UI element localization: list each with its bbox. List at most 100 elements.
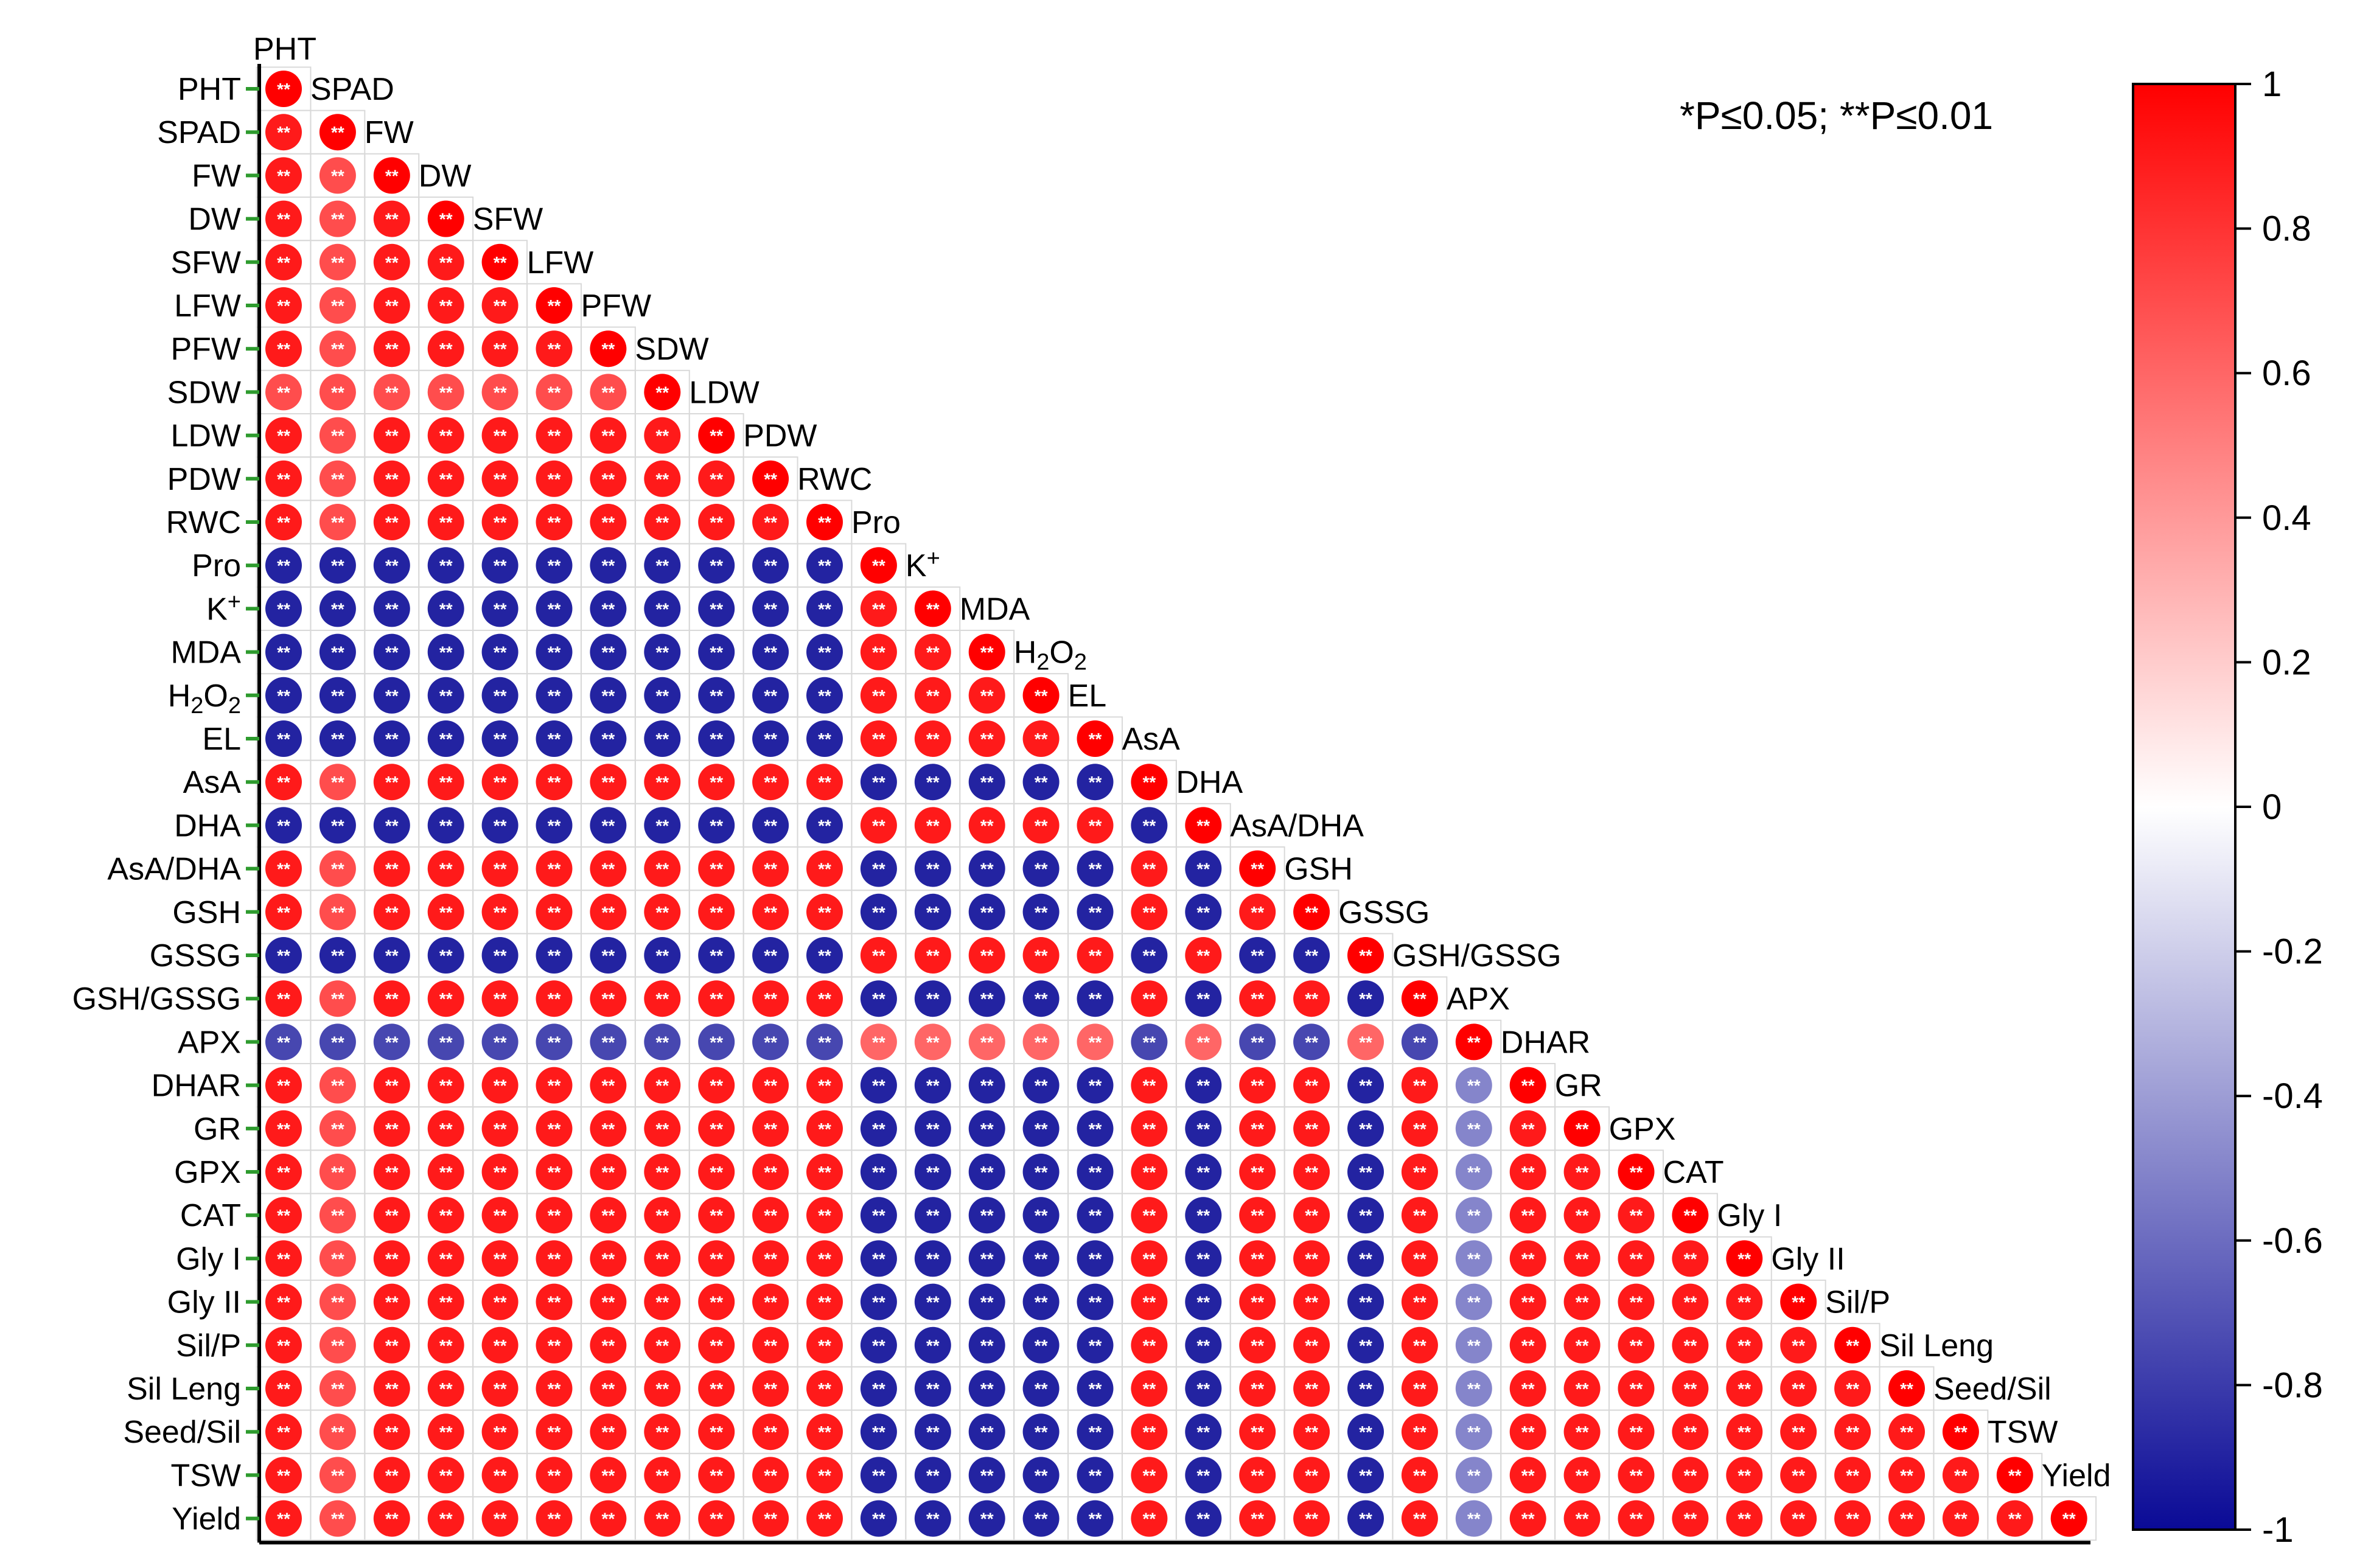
significance-mark: ** [1792,1423,1805,1441]
corr-cell-GSH/GSSG-AsA/DHA: ** [1239,980,1276,1017]
corr-cell-Yield-FW: ** [373,1500,410,1537]
significance-mark: ** [331,123,344,142]
row-label-TSW: TSW [170,1458,241,1493]
corr-circle [860,937,897,974]
corr-circle [536,980,573,1017]
significance-mark: ** [331,1423,344,1441]
corr-cell-GR-EL: ** [1077,1110,1114,1147]
significance-mark: ** [1576,1510,1589,1528]
corr-circle [1726,1326,1763,1364]
significance-mark: ** [1467,1379,1481,1398]
significance-mark: ** [494,427,507,445]
corr-circle [644,374,681,411]
significance-mark: ** [385,946,399,965]
corr-circle [590,1370,627,1407]
corr-cell-SFW-DW: ** [427,243,464,280]
significance-mark: ** [385,1120,399,1138]
corr-cell-DHAR-SDW: ** [644,1067,681,1104]
significance-mark: ** [1251,1206,1264,1225]
significance-mark: ** [1413,1510,1426,1528]
corr-circle [644,460,681,497]
significance-mark: ** [548,1510,561,1528]
corr-circle [1563,1413,1601,1451]
corr-cell-Gly I-H2O2: ** [1022,1240,1060,1277]
significance-mark: ** [1089,730,1102,748]
significance-mark: ** [1413,1249,1426,1268]
significance-mark: ** [1413,1033,1426,1051]
corr-cell-DHAR-H2O2: ** [1022,1067,1060,1104]
significance-mark: ** [1684,1510,1697,1528]
significance-mark: ** [1467,1076,1481,1095]
corr-circle [1509,1500,1546,1537]
corr-circle [536,504,573,540]
corr-circle [644,547,681,584]
corr-circle [806,893,843,930]
corr-cell-PDW-LFW: ** [536,460,573,497]
corr-cell-DHAR-LFW: ** [536,1067,573,1104]
significance-mark: ** [1900,1510,1913,1528]
corr-circle [968,893,1005,930]
corr-cell-Seed/Sil-DW: ** [427,1413,464,1451]
corr-cell-Seed/Sil-SPAD: ** [319,1413,356,1451]
significance-mark: ** [1359,946,1372,965]
corr-circle [1239,937,1276,974]
corr-cell-GR-PFW: ** [590,1110,627,1147]
corr-circle [265,1240,302,1277]
corr-cell-RWC-PFW: ** [590,504,627,540]
corr-circle [427,547,464,584]
corr-cell-GSSG-MDA: ** [968,937,1005,974]
corr-circle [806,764,843,801]
corr-circle [914,1326,951,1364]
corr-circle [427,374,464,411]
significance-mark: ** [1521,1120,1535,1138]
corr-circle [590,1154,627,1190]
corr-cell-GSH/GSSG-FW: ** [373,980,410,1017]
diag-label-LDW: LDW [689,375,759,410]
significance-mark: ** [926,1466,940,1485]
significance-mark: ** [548,1163,561,1182]
corr-circle [1401,1067,1438,1104]
corr-cell-Pro-LFW: ** [536,547,573,584]
significance-mark: ** [818,1120,831,1138]
corr-cell-Seed/Sil-Sil/P: ** [1834,1413,1871,1451]
significance-mark: ** [602,513,615,532]
corr-cell-Yield-AsA/DHA: ** [1239,1500,1276,1537]
corr-circle [752,1240,789,1277]
corr-circle [806,850,843,887]
corr-cell-DHAR-MDA: ** [968,1067,1005,1104]
corr-circle [752,1023,789,1061]
significance-mark: ** [548,860,561,879]
significance-mark: ** [548,1336,561,1355]
significance-mark: ** [1143,1033,1156,1051]
corr-circle [752,1500,789,1537]
corr-cell-Gly I-GSH: ** [1293,1240,1330,1277]
significance-mark: ** [439,730,453,748]
colorbar-tick-label: -0.8 [2262,1365,2323,1405]
corr-circle [373,547,410,584]
significance-mark: ** [2062,1510,2076,1528]
corr-circle [644,590,681,627]
corr-cell-Yield-Seed/Sil: ** [1942,1500,1979,1537]
corr-circle [319,633,356,671]
corr-cell-DHAR-EL: ** [1077,1067,1114,1104]
corr-cell-Yield-RWC: ** [806,1500,843,1537]
significance-mark: ** [331,946,344,965]
corr-cell-PFW-SFW: ** [481,330,519,368]
significance-mark: ** [331,1336,344,1355]
colorbar-tick-label: 0.4 [2262,498,2311,538]
significance-mark: ** [1737,1249,1751,1268]
significance-mark: ** [1467,1336,1481,1355]
diag-label-Sil/P: Sil/P [1825,1285,1890,1320]
corr-cell-AsA/DHA-K: ** [914,850,951,887]
corr-circle [1618,1283,1655,1320]
significance-mark: ** [331,1249,344,1268]
corr-circle [319,374,356,411]
corr-cell-H2O2-PFW: ** [590,677,627,714]
corr-circle [914,1240,951,1277]
corr-circle [806,1500,843,1537]
significance-mark: ** [655,470,669,489]
significance-mark: ** [1359,1163,1372,1182]
corr-circle [752,1067,789,1104]
corr-circle [536,1154,573,1190]
significance-mark: ** [439,1033,453,1051]
